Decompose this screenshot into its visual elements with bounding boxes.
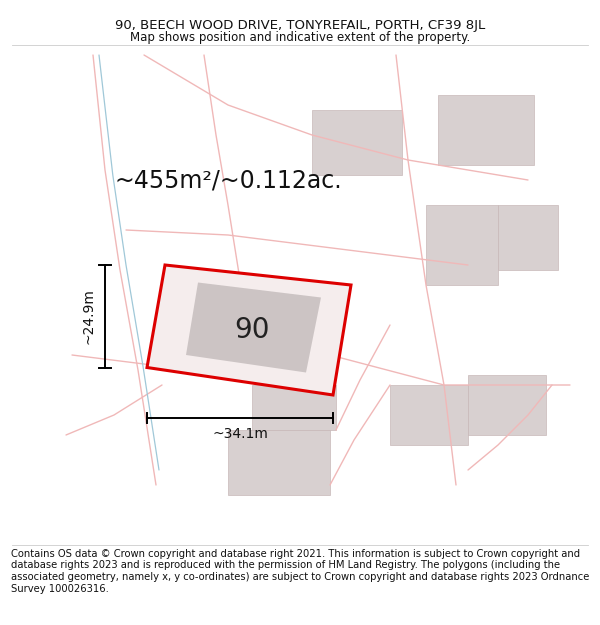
Polygon shape <box>468 375 546 435</box>
Text: ~455m²/~0.112ac.: ~455m²/~0.112ac. <box>114 168 342 192</box>
Text: 90: 90 <box>234 316 270 344</box>
Polygon shape <box>147 265 351 395</box>
Text: 90, BEECH WOOD DRIVE, TONYREFAIL, PORTH, CF39 8JL: 90, BEECH WOOD DRIVE, TONYREFAIL, PORTH,… <box>115 19 485 32</box>
Polygon shape <box>186 282 321 372</box>
Polygon shape <box>438 95 534 165</box>
Text: Map shows position and indicative extent of the property.: Map shows position and indicative extent… <box>130 31 470 44</box>
Polygon shape <box>390 385 468 445</box>
Polygon shape <box>252 385 336 430</box>
Polygon shape <box>426 205 498 285</box>
Polygon shape <box>228 430 330 495</box>
Text: Contains OS data © Crown copyright and database right 2021. This information is : Contains OS data © Crown copyright and d… <box>11 549 589 594</box>
Polygon shape <box>312 110 402 175</box>
Polygon shape <box>498 205 558 270</box>
Text: ~34.1m: ~34.1m <box>212 426 268 441</box>
Text: ~24.9m: ~24.9m <box>81 288 95 344</box>
